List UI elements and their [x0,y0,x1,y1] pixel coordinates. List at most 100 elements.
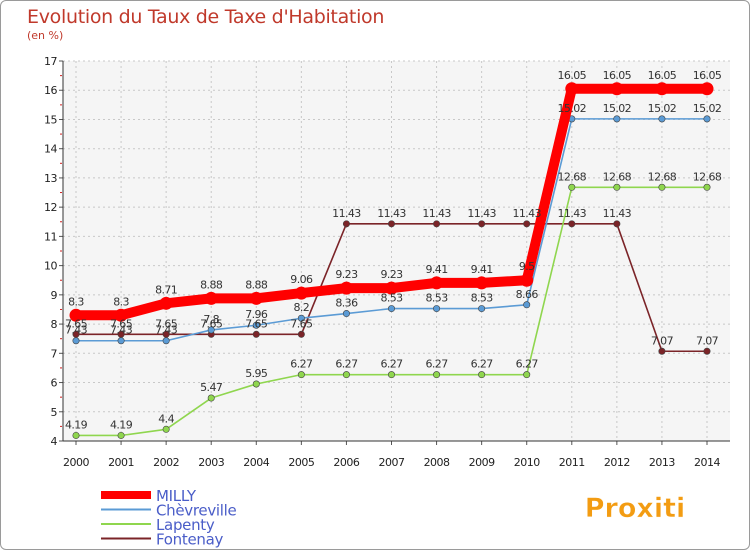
data-label: 11.43 [332,207,361,220]
x-tick-label: 2005 [288,456,314,469]
data-point [523,220,531,228]
data-point [478,220,486,228]
data-label: 8.53 [471,292,494,305]
data-point [433,305,441,313]
data-label: 16.05 [558,69,587,82]
data-label: 16.05 [693,69,722,82]
data-point [297,314,305,322]
legend-label: MILLY [156,487,197,505]
data-label: 6.27 [426,358,449,371]
y-tick-label: 9 [51,289,58,302]
x-tick-label: 2010 [514,456,540,469]
data-point [162,337,170,345]
data-point [249,291,263,305]
legend-label: Lapenty [156,516,215,534]
data-label: 7.43 [110,324,133,337]
data-label: 9.5 [519,260,535,273]
data-label: 8.88 [245,278,268,291]
data-label: 6.27 [380,358,403,371]
data-label: 5.47 [200,381,223,394]
data-label: 6.27 [516,358,539,371]
data-label: 4.19 [65,418,88,431]
y-tick-label: 16 [44,84,57,97]
data-point [69,308,83,322]
data-label: 7.65 [65,317,88,330]
data-point [613,183,621,191]
data-point [613,115,621,123]
data-point [387,220,395,228]
data-point [658,115,666,123]
data-label: 6.27 [471,358,494,371]
data-label: 11.43 [377,207,406,220]
data-point [523,371,531,379]
data-point [162,425,170,433]
data-point [385,281,398,295]
data-label: 11.43 [603,207,632,220]
data-point [252,380,260,388]
x-tick-label: 2014 [694,456,720,469]
data-label: 12.68 [693,170,722,183]
x-tick-label: 2011 [559,456,585,469]
data-label: 11.43 [512,207,541,220]
data-label: 11.43 [467,207,496,220]
data-label: 7.07 [696,334,719,347]
x-tick-label: 2000 [63,456,89,469]
data-label: 8.53 [380,292,403,305]
data-label: 12.68 [558,170,587,183]
data-label: 7.65 [155,317,178,330]
x-tick-label: 2003 [198,456,224,469]
data-label: 15.02 [693,102,722,115]
y-tick-label: 7 [51,347,58,360]
y-tick-label: 10 [44,260,57,273]
y-tick-label: 12 [44,201,57,214]
data-label: 8.2 [294,301,310,314]
data-point [114,308,128,322]
data-point [703,347,711,355]
data-label: 8.71 [155,283,177,296]
y-tick-label: 11 [44,230,57,243]
data-label: 7.8 [203,313,219,326]
data-labels: 7.65 7.65 7.65 7.65 7.65 7.65 11.43 11.43 11.43 1… [65,69,722,432]
data-point [478,371,486,379]
x-tick-label: 2006 [333,456,359,469]
x-tick-label: 2009 [469,456,495,469]
x-tick-label: 2013 [649,456,675,469]
data-point [478,305,486,313]
legend-label: Fontenay [156,531,223,549]
data-point [433,371,441,379]
data-point [207,326,215,334]
data-point [703,183,711,191]
data-point [565,82,579,96]
data-point [610,82,624,96]
data-label: 9.06 [290,273,313,286]
data-point [204,291,218,305]
data-label: 7.07 [651,334,674,347]
data-point [568,183,576,191]
data-point [655,82,669,96]
data-label: 8.3 [68,295,84,308]
data-point [72,337,80,345]
data-label: 7.65 [110,317,133,330]
data-point [339,281,353,295]
data-label: 16.05 [603,69,632,82]
y-tick-label: 15 [44,113,57,126]
data-label: 7.96 [245,308,268,321]
data-label: 7.65 [290,317,313,330]
data-point [342,220,350,228]
data-label: 6.27 [335,358,358,371]
data-point [475,276,489,290]
y-tick-label: 14 [44,143,57,156]
data-label: 9.23 [380,268,403,281]
data-label: 12.68 [603,170,632,183]
data-label: 8.3 [113,295,129,308]
data-label: 11.43 [558,207,587,220]
data-point [430,276,444,290]
data-label: 8.88 [200,278,223,291]
data-label: 11.43 [422,207,451,220]
y-tick-label: 13 [44,172,57,185]
data-label: 7.65 [245,317,268,330]
legend-label: Chèvreville [156,502,237,520]
data-label: 5.95 [245,367,268,380]
data-label: 15.02 [603,102,632,115]
proxiti-logo: Proxiti [585,493,686,525]
